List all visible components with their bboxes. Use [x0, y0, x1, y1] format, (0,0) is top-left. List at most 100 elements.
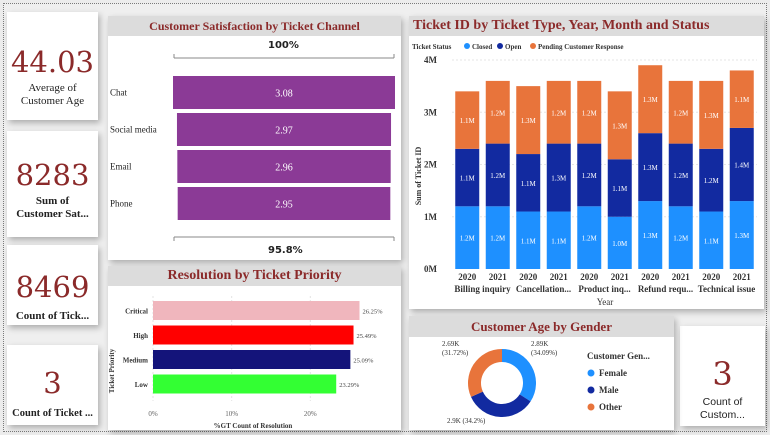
- funnel-marks: 3.08 Chat 2.97 Social media 2.96 Email 2.95 Pho…: [110, 76, 395, 220]
- satisfaction-title-bar: [108, 16, 401, 36]
- column-segment: [546, 143, 571, 212]
- column-segment: [638, 133, 663, 202]
- donut-slice: [468, 349, 502, 397]
- kpi-average-customer-age[interactable]: 44.03 Average of Customer Age: [7, 12, 98, 120]
- legend-dot: [587, 403, 595, 411]
- column-segment: [668, 143, 693, 207]
- column-segment: [455, 206, 480, 269]
- kpi-value: 8469: [15, 270, 90, 304]
- ticket-chart: Ticket Status Closed Open Pending Customer…: [412, 43, 757, 307]
- column-segment: [516, 211, 541, 269]
- column-segment: [607, 91, 632, 160]
- satisfaction-title: Customer Satisfaction by Ticket Channel: [149, 19, 360, 33]
- legend-label: Closed: [472, 43, 492, 51]
- donut-value-label: (34.09%): [531, 349, 558, 357]
- column-segment: [455, 148, 480, 207]
- segment-value-label: 1.2M: [582, 172, 598, 180]
- kpi-value: 3: [712, 355, 733, 393]
- ticket-chart-title: Ticket ID by Ticket Type, Year, Month an…: [413, 18, 710, 33]
- segment-value-label: 1.3M: [734, 232, 750, 240]
- priority-bar: [153, 374, 337, 394]
- segment-value-label: 1.2M: [490, 172, 506, 180]
- kpi-value: 8283: [15, 158, 90, 192]
- segment-value-label: 1.3M: [643, 164, 659, 172]
- x-tick-label: 2020: [702, 272, 721, 282]
- gender-title: Customer Age by Gender: [471, 319, 612, 334]
- group-label: Product inq...: [578, 284, 630, 294]
- kpi-label: Count of Ticket ...: [12, 408, 93, 419]
- segment-value-label: 1.3M: [704, 112, 720, 120]
- funnel-bar: [177, 150, 391, 183]
- resolution-title: Resolution by Ticket Priority: [167, 268, 342, 283]
- column-segment: [546, 80, 571, 144]
- satisfaction-panel[interactable]: Customer Satisfaction by Ticket Channel …: [108, 16, 401, 260]
- segment-value-label: 1.2M: [704, 177, 720, 185]
- segment-value-label: 1.2M: [582, 235, 598, 243]
- segment-value-label: 1.0M: [612, 240, 628, 248]
- donut-value-label: 2.89K: [531, 340, 548, 348]
- kpi-sum-customer-satisfaction[interactable]: 8283 Sum of Customer Sat...: [7, 131, 98, 237]
- gender-panel[interactable]: Customer Age by Gender Customer Gen... 2…: [409, 316, 674, 430]
- legend-dot: [530, 43, 536, 49]
- column-segment: [699, 80, 724, 149]
- gender-title-bar: [409, 316, 674, 337]
- resolution-chart: Ticket Priority %GT Count of Resolution …: [108, 296, 384, 430]
- kpi-count-custom[interactable]: 3 Count of Custom...: [680, 326, 765, 426]
- column-segment: [455, 91, 480, 149]
- priority-value-label: 23.29%: [339, 382, 360, 389]
- donut-value-label: (31.72%): [442, 349, 469, 357]
- column-segment: [607, 159, 632, 217]
- segment-value-label: 1.3M: [612, 122, 628, 130]
- funnel-category-label: Email: [110, 162, 132, 172]
- kpi-count-tick[interactable]: 8469 Count of Tick...: [7, 245, 98, 325]
- legend-label: Open: [505, 43, 521, 51]
- segment-value-label: 1.2M: [673, 109, 689, 117]
- segment-value-label: 1.1M: [460, 117, 476, 125]
- priority-value-label: 25.49%: [357, 333, 378, 340]
- x-tick-label: 2020: [458, 272, 477, 282]
- ticket-legend: Closed Open Pending Customer Response: [464, 43, 623, 51]
- kpi-count-ticket[interactable]: 3 Count of Ticket ...: [7, 345, 98, 425]
- funnel-value-label: 2.96: [275, 163, 293, 174]
- x-tick-label: 2020: [641, 272, 660, 282]
- segment-value-label: 1.4M: [734, 162, 750, 170]
- segment-value-label: 1.1M: [521, 237, 537, 245]
- funnel-value-label: 2.97: [275, 126, 293, 137]
- y-tick-label: 0M: [424, 264, 438, 274]
- funnel-value-label: 2.95: [275, 200, 293, 211]
- priority-value-label: 26.25%: [363, 309, 384, 316]
- resolution-panel[interactable]: Resolution by Ticket Priority Ticket Pri…: [108, 266, 401, 430]
- funnel-value-label: 3.08: [275, 89, 293, 100]
- funnel-category-label: Phone: [110, 199, 133, 209]
- priority-bar: [153, 325, 354, 345]
- ticket-title-bar: [409, 16, 764, 36]
- x-tick-label: 2021: [611, 272, 630, 282]
- column-segment: [485, 143, 510, 207]
- ticket-chart-panel[interactable]: Ticket ID by Ticket Type, Year, Month an…: [409, 16, 764, 309]
- ticket-ylabel: Sum of Ticket ID: [414, 146, 423, 205]
- segment-value-label: 1.3M: [643, 96, 659, 104]
- gender-marks: 2.89K(34.09%) 2.9K (34.2%) 2.69K(31.72%) Fe…: [442, 340, 627, 425]
- funnel-category-label: Social media: [110, 125, 157, 135]
- segment-value-label: 1.2M: [673, 235, 689, 243]
- segment-value-label: 1.3M: [521, 117, 537, 125]
- column-segment: [577, 80, 602, 144]
- legend-label: Other: [599, 402, 622, 412]
- x-tick-label: 0%: [148, 410, 158, 418]
- donut-slice: [470, 391, 531, 417]
- segment-value-label: 1.2M: [582, 109, 598, 117]
- kpi-label: Sum of: [35, 195, 70, 207]
- segment-value-label: 1.1M: [734, 96, 750, 104]
- legend-label: Pending Customer Response: [538, 43, 623, 51]
- x-tick-label: 2021: [733, 272, 752, 282]
- priority-label: Low: [135, 381, 149, 389]
- segment-value-label: 1.1M: [704, 237, 720, 245]
- column-segment: [729, 201, 754, 269]
- priority-bar: [153, 350, 351, 369]
- y-tick-label: 3M: [424, 107, 438, 117]
- ticket-xlabel: Year: [597, 297, 614, 307]
- kpi-value: 3: [43, 366, 62, 400]
- donut-slice: [502, 349, 536, 402]
- column-segment: [668, 80, 693, 144]
- legend-dot: [587, 369, 595, 377]
